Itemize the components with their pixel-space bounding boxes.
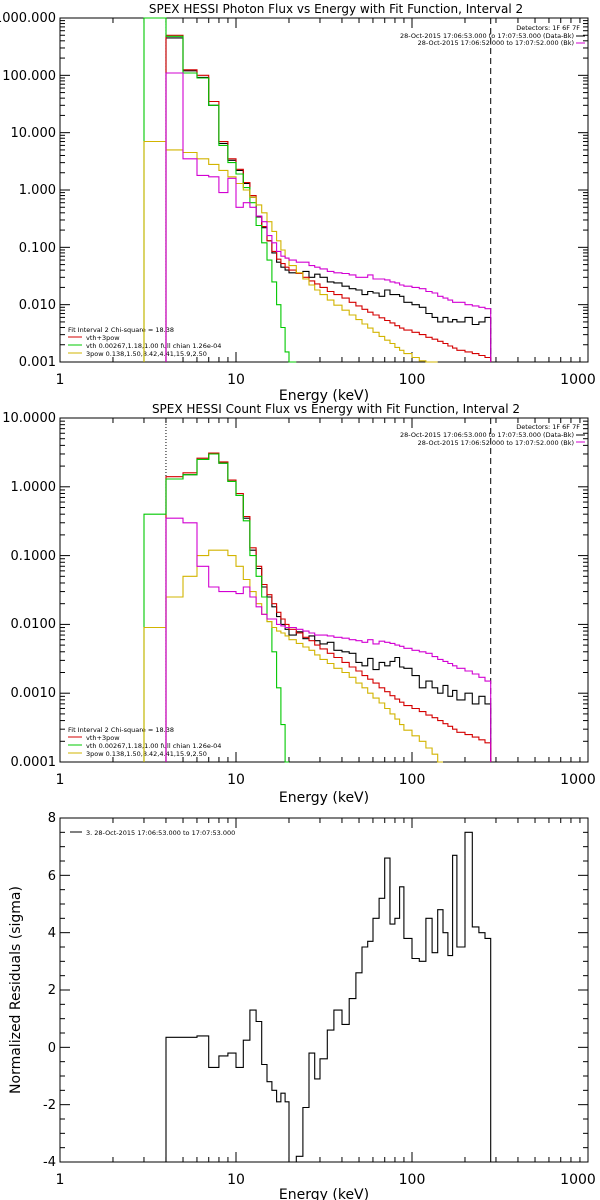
- x-ticks: [59, 418, 581, 762]
- header-line: 28-Oct-2015 17:06:52.000 to 17:07:52.000…: [418, 39, 574, 47]
- plot-area-0: [59, 17, 588, 363]
- x-tick-label: 10: [227, 1172, 245, 1188]
- y-ticks: [60, 20, 588, 363]
- x-tick-label: 1000: [560, 372, 596, 388]
- y-tick-label: 0.0010: [11, 686, 57, 701]
- x-tick-label: 1: [56, 1172, 65, 1188]
- x-tick-labels: 1 10 100 1000: [56, 372, 596, 388]
- photon-flux-panel: SPEX HESSI Photon Flux vs Energy with Fi…: [0, 2, 596, 404]
- x-tick-labels: 1 10 100 1000: [56, 772, 596, 788]
- legend-text: Fit Interval 2 Chi-square = 18.38: [68, 726, 174, 734]
- y-tick-label: 4: [48, 926, 56, 941]
- header-line: Detectors: 1F 6F 7F: [516, 423, 580, 431]
- y-tick-label: 2: [48, 983, 56, 998]
- x-ticks: [59, 818, 581, 1162]
- legend-text: vth 0.00267,1.18,1.00 full chian 1.26e-0…: [86, 742, 221, 750]
- y-axis-label: Normalized Residuals (sigma): [8, 886, 24, 1094]
- header-line: 28-Oct-2015 17:06:53.000 to 17:07:53.000…: [400, 431, 574, 439]
- series-vth: [143, 17, 297, 363]
- legend-text: 3. 28-Oct-2015 17:06:53.000 to 17:07:53.…: [86, 829, 235, 837]
- legend-text: vth 0.00267,1.18,1.00 full chian 1.26e-0…: [86, 342, 221, 350]
- series-3pow: [143, 140, 438, 363]
- plot-frame: [59, 417, 589, 763]
- y-tick-label: -2: [43, 1098, 56, 1113]
- count-flux-panel: SPEX HESSI Count Flux vs Energy with Fit…: [2, 402, 596, 806]
- y-tick-label: 0.001: [19, 355, 56, 370]
- legend-text: vth+3pow: [86, 734, 120, 742]
- legend-text: 3pow 0.138,1.50,8.42,4.41,15.9,2.50: [86, 350, 207, 358]
- y-tick-label: 100.000: [2, 69, 56, 84]
- fit-legend: Fit Interval 2 Chi-square = 18.38 vth+3p…: [68, 726, 221, 758]
- x-tick-label: 10: [227, 772, 245, 788]
- x-ticks: [59, 18, 581, 362]
- y-tick-label: 0: [48, 1041, 56, 1056]
- residuals-panel: -4 -2 0 2 4 6 8 1 10 100 1000 Energy (ke…: [8, 811, 596, 1200]
- y-ticks: [60, 817, 588, 1163]
- y-tick-label: 0.1000: [11, 549, 57, 564]
- panel-title: SPEX HESSI Count Flux vs Energy with Fit…: [152, 402, 520, 416]
- y-tick-label: 0.0001: [11, 755, 57, 770]
- y-tick-labels: 0.001 0.010 0.100 1.000 10.000 100.000 1…: [0, 11, 56, 370]
- series-data: [165, 37, 492, 362]
- y-tick-label: 8: [48, 811, 56, 826]
- y-tick-label: 10.000: [11, 126, 57, 141]
- y-tick-label: 1000.000: [0, 11, 56, 26]
- series-background: [165, 517, 492, 762]
- y-tick-label: 10.0000: [2, 411, 56, 426]
- series-vth+3pow: [165, 452, 492, 762]
- legend-text: vth+3pow: [86, 334, 120, 342]
- header-line: Detectors: 1F 6F 7F: [516, 24, 580, 32]
- x-tick-label: 100: [399, 1172, 426, 1188]
- x-tick-label: 100: [399, 772, 426, 788]
- legend-text: 3pow 0.138,1.50,8.42,4.41,15.9,2.50: [86, 750, 207, 758]
- y-tick-label: -4: [43, 1155, 56, 1170]
- y-tick-labels: 0.0001 0.0010 0.0100 0.1000 1.0000 10.00…: [2, 411, 56, 770]
- y-ticks: [60, 420, 588, 763]
- plot-area-2: [59, 817, 588, 1163]
- y-tick-label: 0.100: [19, 241, 56, 256]
- x-tick-label: 1000: [560, 1172, 596, 1188]
- y-tick-label: 0.010: [19, 298, 56, 313]
- series-vth: [143, 453, 289, 763]
- x-tick-label: 1: [56, 772, 65, 788]
- x-tick-label: 1: [56, 372, 65, 388]
- x-axis-label: Energy (keV): [279, 388, 369, 404]
- plot-frame: [59, 17, 589, 363]
- y-tick-label: 0.0100: [11, 617, 57, 632]
- residual-legend: 3. 28-Oct-2015 17:06:53.000 to 17:07:53.…: [70, 829, 235, 837]
- plot-area-1: [59, 418, 588, 763]
- x-tick-label: 10: [227, 372, 245, 388]
- y-tick-labels: -4 -2 0 2 4 6 8: [43, 811, 56, 1170]
- header-line: 28-Oct-2015 17:06:53.000 to 17:07:53.000…: [400, 32, 574, 40]
- y-tick-label: 1.000: [19, 183, 56, 198]
- series-data: [165, 453, 492, 762]
- header-line: 28-Oct-2015 17:06:52.000 to 17:07:52.000…: [418, 439, 574, 447]
- plot-frame: [59, 817, 589, 1163]
- series-3pow: [143, 549, 443, 763]
- legend-text: Fit Interval 2 Chi-square = 18.38: [68, 326, 174, 334]
- x-axis-label: Energy (keV): [279, 1187, 369, 1200]
- series-vth+3pow: [165, 34, 492, 362]
- y-tick-label: 6: [48, 869, 56, 884]
- detector-header: Detectors: 1F 6F 7F 28-Oct-2015 17:06:53…: [400, 423, 585, 447]
- panel-title: SPEX HESSI Photon Flux vs Energy with Fi…: [149, 2, 523, 16]
- x-axis-label: Energy (keV): [279, 790, 369, 806]
- series-residuals: [165, 831, 492, 1163]
- x-tick-label: 100: [399, 372, 426, 388]
- x-tick-label: 1000: [560, 772, 596, 788]
- y-tick-label: 1.0000: [11, 480, 57, 495]
- fit-legend: Fit Interval 2 Chi-square = 18.38 vth+3p…: [68, 326, 221, 358]
- series-background: [165, 72, 492, 362]
- x-tick-labels: 1 10 100 1000: [56, 1172, 596, 1188]
- detector-header: Detectors: 1F 6F 7F 28-Oct-2015 17:06:53…: [400, 24, 585, 47]
